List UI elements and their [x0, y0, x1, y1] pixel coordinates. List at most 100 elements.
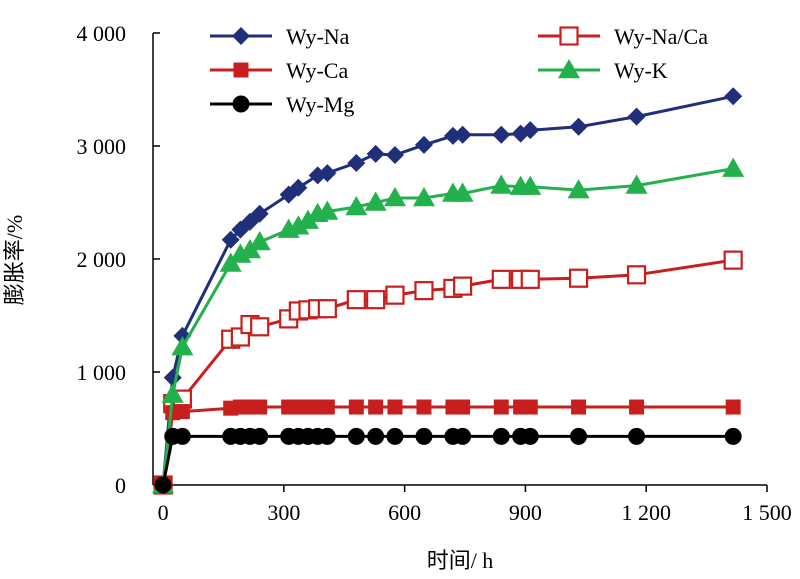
data-point-wy-na [627, 107, 646, 126]
data-point-wy-k [722, 157, 745, 177]
x-tick-label: 300 [267, 500, 300, 525]
data-point-wy-na-ca [453, 276, 473, 296]
data-point-wy-mg [154, 476, 172, 494]
data-point-wy-mg [347, 427, 365, 445]
data-point-wy-mg [454, 427, 472, 445]
data-point-wy-k [297, 209, 320, 229]
legend-label: Wy-Mg [286, 92, 354, 117]
x-tick-label: 900 [509, 500, 542, 525]
data-point-wy-ca [348, 399, 364, 415]
data-point-wy-ca [725, 399, 741, 415]
data-point-wy-mg [386, 427, 404, 445]
data-point-wy-k [161, 383, 184, 403]
data-point-wy-k [383, 186, 406, 207]
legend-item-wy-k: Wy-K [538, 58, 668, 83]
data-point-wy-ca [368, 399, 384, 415]
data-point-wy-k [625, 174, 648, 194]
legend-item-wy-mg: Wy-Mg [210, 92, 354, 117]
y-tick-label: 2 000 [77, 247, 127, 272]
data-point-wy-na-ca [366, 290, 386, 310]
data-point-wy-mg [367, 427, 385, 445]
series-wy-k [152, 157, 745, 494]
legend: Wy-Na Wy-Ca Wy-Mg Wy-Na/Ca Wy-K [210, 24, 708, 117]
data-point-wy-ca [174, 404, 190, 420]
data-point-wy-na [250, 204, 269, 223]
data-point-wy-k [412, 186, 435, 207]
series-wy-na [154, 87, 743, 494]
legend-label: Wy-K [614, 58, 668, 83]
data-point-wy-mg [570, 427, 588, 445]
data-point-wy-ca [416, 399, 432, 415]
y-tick-label: 0 [115, 473, 126, 498]
data-point-wy-na-ca [626, 265, 647, 285]
x-tick-label: 600 [388, 500, 421, 525]
legend-label: Wy-Na [286, 24, 350, 49]
data-point-wy-k [490, 174, 513, 194]
data-point-wy-na-ca [346, 290, 366, 310]
y-tick-label: 1 000 [77, 360, 127, 385]
y-tick-label: 3 000 [77, 134, 127, 159]
data-point-wy-na [221, 230, 240, 249]
data-point-wy-na [453, 125, 472, 144]
data-point-wy-mg [251, 427, 269, 445]
data-point-wy-ca [252, 399, 268, 415]
data-point-wy-na [366, 144, 385, 163]
data-point-wy-ca [387, 399, 403, 415]
data-point-wy-mg [415, 427, 433, 445]
data-point-wy-k [248, 231, 271, 251]
data-point-wy-na-ca [317, 299, 337, 319]
series-wy-ca [155, 399, 741, 493]
data-point-wy-na [318, 164, 337, 183]
data-point-wy-k [171, 336, 194, 356]
data-point-wy-ca [522, 399, 538, 415]
data-point-wy-na [347, 153, 366, 172]
data-point-wy-na-ca [723, 250, 743, 270]
y-ticks: 0 1 000 2 000 3 000 4 000 [77, 21, 160, 498]
data-point-wy-na [289, 178, 308, 197]
data-point-wy-na [724, 87, 743, 106]
y-tick-label: 4 000 [77, 21, 127, 46]
data-point-wy-na-ca [414, 281, 434, 301]
data-point-wy-mg [492, 427, 510, 445]
legend-marker [558, 59, 580, 79]
data-point-wy-na-ca [491, 269, 511, 289]
data-point-wy-ca [571, 399, 587, 415]
data-point-wy-k [519, 175, 542, 195]
data-point-wy-mg [521, 427, 539, 445]
data-point-wy-na [414, 135, 433, 154]
data-point-wy-k [451, 182, 474, 202]
data-point-wy-ca [629, 399, 645, 415]
legend-label: Wy-Ca [286, 58, 348, 83]
data-point-wy-ca [493, 399, 509, 415]
legend-marker [559, 26, 579, 46]
series-wy-na-ca [153, 250, 743, 495]
data-point-wy-na-ca [385, 285, 405, 305]
data-point-wy-na [492, 125, 511, 144]
series-wy-mg [154, 427, 742, 494]
legend-item-wy-na-ca: Wy-Na/Ca [538, 24, 708, 49]
data-point-wy-na [569, 117, 588, 136]
x-tick-label: 1 500 [742, 500, 792, 525]
x-ticks: 0 300 600 900 1 200 1 500 [158, 485, 792, 525]
data-point-wy-ca [319, 399, 335, 415]
x-axis-title: 时间/ h [427, 548, 494, 573]
legend-label: Wy-Na/Ca [614, 24, 708, 49]
x-tick-label: 0 [158, 500, 169, 525]
data-point-wy-ca [455, 399, 471, 415]
data-point-wy-na-ca [250, 317, 270, 337]
legend-marker [232, 27, 250, 45]
data-point-wy-k [345, 196, 368, 216]
data-point-wy-k [364, 191, 387, 211]
data-point-wy-mg [724, 427, 742, 445]
data-point-wy-k [287, 215, 310, 235]
legend-marker [233, 62, 249, 78]
legend-item-wy-na: Wy-Na [210, 24, 350, 49]
data-point-wy-na [385, 146, 404, 165]
series-layer [152, 87, 745, 495]
data-point-wy-mg [318, 427, 336, 445]
x-tick-label: 1 200 [621, 500, 671, 525]
data-point-wy-k [316, 200, 339, 220]
y-axis-title: 膨胀率/% [2, 215, 27, 305]
series-line-wy-ca [161, 405, 734, 486]
